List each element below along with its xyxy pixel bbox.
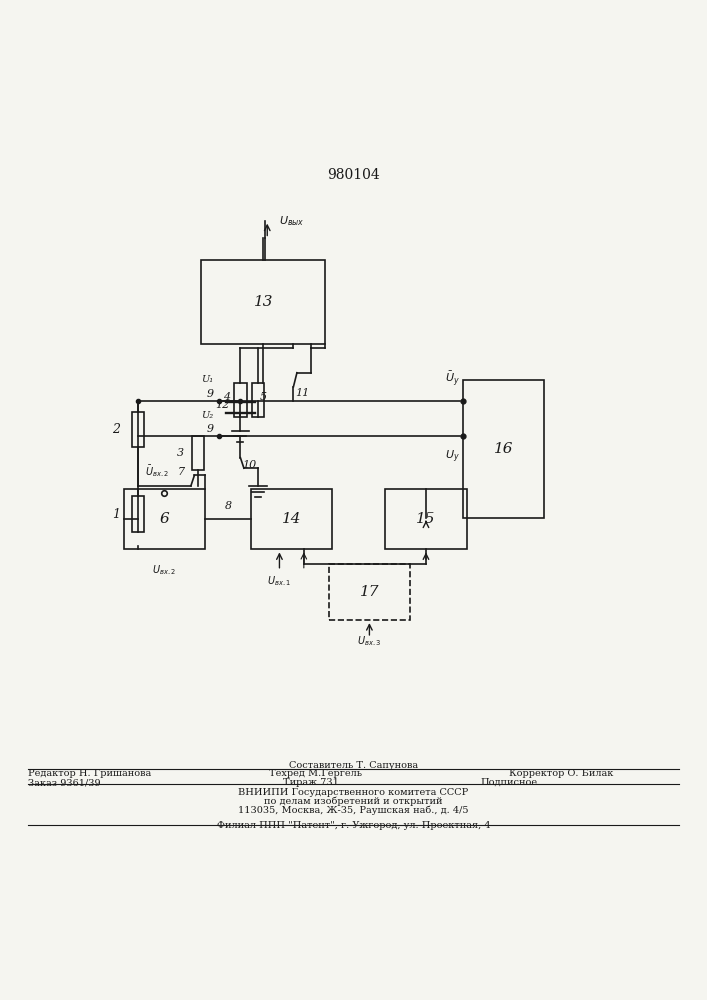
Text: 11: 11 xyxy=(295,388,309,398)
Bar xyxy=(252,383,264,417)
Text: 17: 17 xyxy=(360,585,379,599)
Text: Корректор О. Билак: Корректор О. Билак xyxy=(509,769,614,778)
Text: U₁: U₁ xyxy=(201,375,214,384)
Text: $U_y$: $U_y$ xyxy=(445,449,460,465)
Text: 7: 7 xyxy=(178,467,185,477)
Text: $\bar{U}_{вх.2}$: $\bar{U}_{вх.2}$ xyxy=(145,463,169,479)
Text: 13: 13 xyxy=(254,295,273,309)
Text: Филиал ППП "Патент", г. Ужгород, ул. Проектная, 4: Филиал ППП "Патент", г. Ужгород, ул. Про… xyxy=(216,821,491,830)
Text: $U_{вых}$: $U_{вых}$ xyxy=(279,214,305,228)
Text: 15: 15 xyxy=(416,512,436,526)
Text: 12: 12 xyxy=(216,400,230,410)
Text: U₂: U₂ xyxy=(201,411,214,420)
Text: по делам изобретений и открытий: по делам изобретений и открытий xyxy=(264,797,443,806)
Text: 6: 6 xyxy=(160,512,169,526)
Bar xyxy=(234,383,247,417)
Text: 10: 10 xyxy=(242,460,256,470)
Text: 14: 14 xyxy=(282,512,301,526)
Text: Техред М.Гергель: Техред М.Гергель xyxy=(269,769,362,778)
Text: $\bar{U}_y$: $\bar{U}_y$ xyxy=(445,370,460,388)
Text: Тираж 731: Тираж 731 xyxy=(283,778,339,787)
Text: Заказ 9361/39: Заказ 9361/39 xyxy=(28,778,101,787)
Text: $U_{вх.2}$: $U_{вх.2}$ xyxy=(152,564,177,577)
Text: 4: 4 xyxy=(223,392,230,402)
Text: $U_{вх.3}$: $U_{вх.3}$ xyxy=(357,634,382,648)
Text: Составитель Т. Сапунова: Составитель Т. Сапунова xyxy=(289,761,418,770)
Bar xyxy=(132,412,144,447)
Text: 16: 16 xyxy=(494,442,513,456)
Text: 8: 8 xyxy=(224,501,232,511)
Text: 113035, Москва, Ж-35, Раушская наб., д. 4/5: 113035, Москва, Ж-35, Раушская наб., д. … xyxy=(238,806,469,815)
Text: 9: 9 xyxy=(206,389,214,399)
Bar xyxy=(132,496,144,532)
Text: 1: 1 xyxy=(112,508,120,521)
Text: 3: 3 xyxy=(177,448,184,458)
Text: $U_{вх.1}$: $U_{вх.1}$ xyxy=(267,574,291,588)
Bar xyxy=(192,436,204,470)
Text: Подписное: Подписное xyxy=(481,778,538,787)
Text: Редактор Н. Гришанова: Редактор Н. Гришанова xyxy=(28,769,151,778)
Text: ВНИИПИ Государственного комитета СССР: ВНИИПИ Государственного комитета СССР xyxy=(238,788,469,797)
Text: 9: 9 xyxy=(206,424,214,434)
Text: 2: 2 xyxy=(112,423,120,436)
Text: 5: 5 xyxy=(260,392,267,402)
Text: 980104: 980104 xyxy=(327,168,380,182)
